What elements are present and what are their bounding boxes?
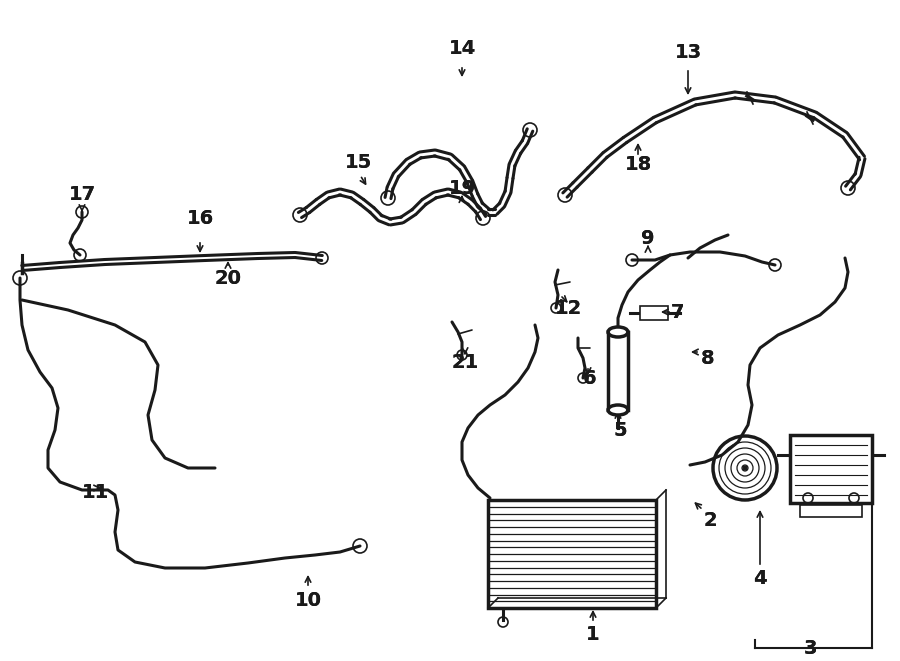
Text: 16: 16	[186, 208, 213, 227]
Text: 11: 11	[81, 483, 109, 502]
Text: 12: 12	[554, 299, 581, 317]
Text: 19: 19	[448, 178, 475, 198]
Text: 17: 17	[68, 186, 95, 204]
Text: 10: 10	[294, 590, 321, 609]
Text: 9: 9	[641, 229, 655, 247]
Text: 8: 8	[701, 348, 715, 368]
Text: 18: 18	[625, 155, 652, 175]
Text: 1: 1	[586, 625, 599, 644]
Text: 3: 3	[803, 639, 817, 658]
Text: 11: 11	[81, 483, 109, 502]
Ellipse shape	[608, 405, 628, 415]
Text: 2: 2	[703, 510, 716, 529]
Bar	[790, 435, 872, 503]
Text: 7: 7	[671, 303, 685, 321]
Text: 21: 21	[452, 352, 479, 371]
Text: 2: 2	[703, 510, 716, 529]
Text: 15: 15	[345, 153, 372, 171]
Text: 19: 19	[448, 178, 475, 198]
Text: 9: 9	[641, 229, 655, 247]
Text: 18: 18	[625, 155, 652, 175]
Text: 14: 14	[448, 38, 475, 58]
Text: 20: 20	[214, 268, 241, 288]
Text: 7: 7	[671, 303, 685, 321]
Circle shape	[743, 466, 747, 470]
Text: 12: 12	[554, 299, 581, 317]
Bar	[800, 505, 862, 517]
Text: 6: 6	[583, 368, 597, 387]
Text: 15: 15	[345, 153, 372, 171]
Text: 3: 3	[803, 639, 817, 658]
Text: 21: 21	[452, 352, 479, 371]
Bar	[608, 332, 628, 410]
Bar	[640, 306, 668, 320]
Text: 14: 14	[448, 38, 475, 58]
Text: 20: 20	[214, 268, 241, 288]
Text: 4: 4	[753, 568, 767, 588]
Text: 4: 4	[753, 568, 767, 588]
Text: 8: 8	[701, 348, 715, 368]
Text: 16: 16	[186, 208, 213, 227]
Bar	[488, 500, 656, 608]
Text: 5: 5	[613, 420, 626, 440]
Ellipse shape	[608, 327, 628, 337]
Text: 6: 6	[583, 368, 597, 387]
Text: 10: 10	[294, 590, 321, 609]
Text: 13: 13	[674, 42, 702, 61]
Text: 17: 17	[68, 186, 95, 204]
Text: 13: 13	[674, 42, 702, 61]
Text: 5: 5	[613, 420, 626, 440]
Text: 1: 1	[586, 625, 599, 644]
